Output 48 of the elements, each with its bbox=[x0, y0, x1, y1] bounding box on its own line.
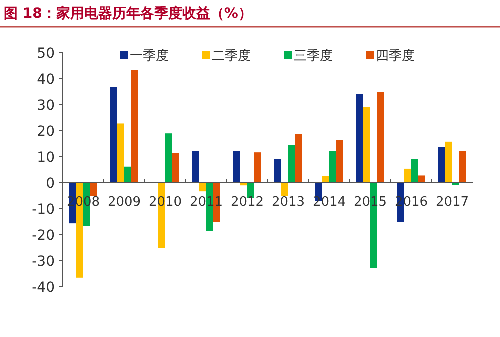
x-tick-label: 2017 bbox=[436, 195, 470, 210]
legend-label: 一季度 bbox=[130, 48, 169, 64]
y-tick-label: -30 bbox=[32, 254, 55, 270]
y-tick-label: 0 bbox=[46, 176, 55, 192]
bar bbox=[336, 140, 344, 183]
x-tick-label: 2008 bbox=[66, 195, 100, 210]
bar bbox=[288, 145, 296, 183]
bar bbox=[378, 92, 384, 183]
bar bbox=[322, 176, 330, 183]
bar bbox=[296, 134, 302, 183]
bar bbox=[274, 159, 282, 183]
bar bbox=[192, 151, 200, 183]
y-tick-label: 10 bbox=[37, 150, 55, 166]
bar bbox=[172, 153, 180, 183]
bar bbox=[200, 183, 206, 192]
y-tick-label: 20 bbox=[37, 124, 55, 140]
bar bbox=[438, 147, 446, 183]
bar bbox=[132, 70, 138, 183]
y-tick-label: -20 bbox=[32, 228, 55, 244]
y-tick-label: -40 bbox=[32, 280, 55, 296]
x-tick-label: 2014 bbox=[312, 195, 346, 210]
y-tick-label: -10 bbox=[32, 202, 55, 218]
x-tick-label: 2012 bbox=[230, 195, 264, 210]
bar bbox=[460, 151, 466, 183]
bar bbox=[364, 107, 370, 183]
x-tick-label: 2013 bbox=[272, 195, 306, 210]
bar bbox=[234, 151, 240, 183]
legend-label: 三季度 bbox=[294, 48, 333, 64]
bar bbox=[254, 152, 262, 183]
bar bbox=[124, 166, 132, 183]
legend-label: 四季度 bbox=[376, 48, 415, 64]
bar bbox=[418, 176, 426, 183]
y-tick-label: 40 bbox=[37, 72, 55, 88]
bar bbox=[446, 142, 452, 183]
y-tick-label: 50 bbox=[37, 46, 55, 62]
y-tick-label: 30 bbox=[37, 98, 55, 114]
bar bbox=[404, 168, 412, 183]
x-tick-label: 2009 bbox=[108, 195, 142, 210]
bar bbox=[282, 183, 288, 196]
bar bbox=[110, 87, 118, 183]
bar bbox=[356, 94, 364, 183]
bar bbox=[166, 134, 172, 183]
bar bbox=[330, 151, 336, 183]
bar bbox=[118, 124, 124, 183]
bar bbox=[412, 159, 418, 183]
chart-title: 图 18：家用电器历年各季度收益（%） bbox=[4, 5, 252, 22]
legend-label: 二季度 bbox=[212, 48, 251, 64]
bar bbox=[90, 183, 98, 196]
